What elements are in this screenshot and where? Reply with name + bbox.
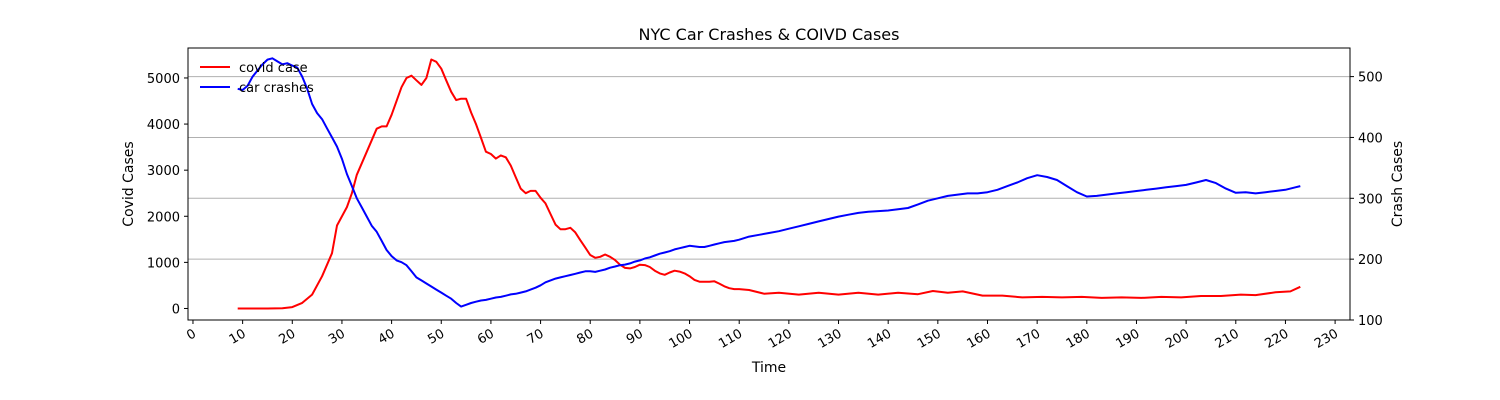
x-tick-label: 150 [915,326,944,351]
series-line-covid-case [237,58,1301,310]
right-y-axis-ticks: 100 200 300 400 500 [1350,71,1383,329]
x-tick-label: 80 [574,326,596,347]
x-tick-label: 170 [1014,326,1043,351]
series-line-car-crashes [237,57,1301,308]
x-tick-label: 40 [376,326,398,347]
left-y-tick-label: 1000 [147,256,180,271]
series-lines [237,57,1301,310]
legend-label-crashes: car crashes [239,81,314,96]
left-y-tick-label: 2000 [147,210,180,225]
x-tick-label: 200 [1163,326,1192,351]
right-y-tick-label: 200 [1358,253,1383,268]
legend-label-covid: covid case [239,61,308,76]
x-tick-label: 220 [1262,326,1291,351]
x-tick-label: 230 [1312,326,1341,351]
left-y-tick-label: 4000 [147,118,180,133]
x-tick-label: 190 [1113,326,1142,351]
x-tick-label: 0 [184,326,199,343]
x-tick-label: 100 [667,326,696,351]
x-tick-label: 30 [326,326,348,347]
legend: covid case car crashes [200,61,314,96]
x-tick-label: 140 [865,326,894,351]
left-y-axis-ticks: 0 1000 2000 3000 4000 5000 [147,72,188,317]
x-tick-label: 180 [1064,326,1093,351]
left-y-tick-label: 0 [172,302,180,317]
chart-title: NYC Car Crashes & COIVD Cases [639,25,900,44]
x-tick-label: 160 [964,326,993,351]
right-y-tick-label: 400 [1358,131,1383,146]
x-axis-label: Time [751,360,786,376]
right-y-tick-label: 500 [1358,71,1383,86]
left-y-tick-label: 3000 [147,164,180,179]
x-tick-label: 10 [227,326,249,347]
right-y-tick-label: 100 [1358,314,1383,329]
x-axis-ticks: 0 10 20 30 40 50 60 70 80 90 100 110 120 130 140 150 160… [184,320,1341,352]
x-tick-label: 130 [816,326,845,351]
plot-frame [187,47,1351,321]
x-tick-label: 70 [525,326,547,347]
x-tick-label: 60 [475,326,497,347]
right-y-tick-label: 300 [1358,192,1383,207]
x-tick-label: 120 [766,326,795,351]
x-tick-label: 50 [425,326,447,347]
right-y-axis-label: Crash Cases [1390,141,1406,227]
grid-lines [188,76,1350,321]
x-tick-label: 210 [1213,326,1242,351]
left-y-tick-label: 5000 [147,72,180,87]
x-tick-label: 90 [624,326,646,347]
left-y-axis-label: Covid Cases [121,141,137,226]
x-tick-label: 20 [276,326,298,347]
x-tick-label: 110 [716,326,745,351]
